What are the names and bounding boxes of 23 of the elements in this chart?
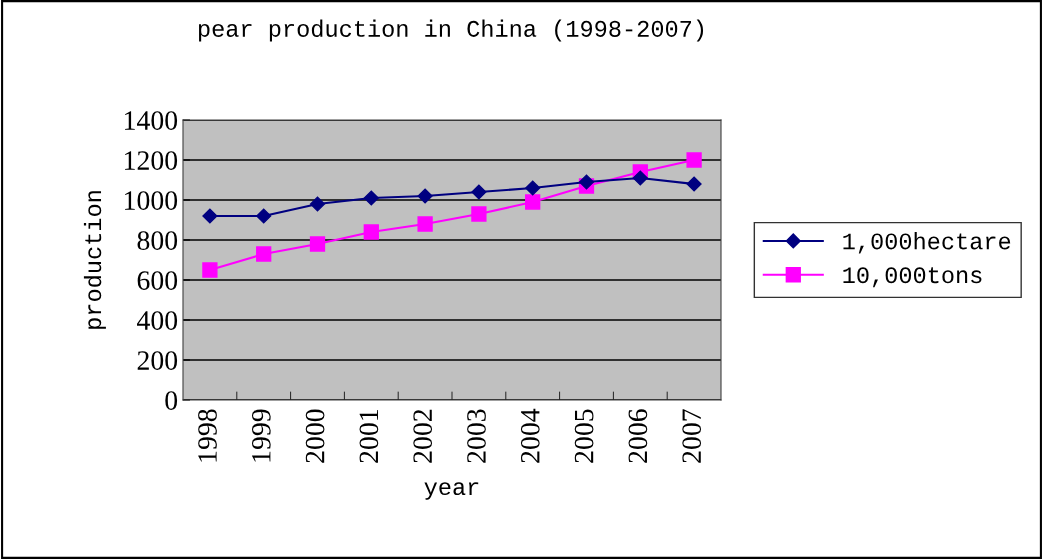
x-tick-label: 2003: [467, 409, 486, 463]
legend-label: 1,000hectare: [843, 232, 1011, 254]
y-tick-label: 600: [137, 271, 178, 290]
y-axis-title: production: [83, 191, 106, 329]
y-tick-label: 1200: [125, 151, 178, 170]
y-tick-label: 1400: [125, 111, 178, 130]
y-tick-label: 400: [137, 311, 178, 330]
x-tick-label: 2007: [682, 409, 702, 463]
x-tick-label: 1999: [251, 409, 271, 462]
y-tick-label: 0: [165, 391, 178, 410]
y-tick-label: 200: [137, 351, 178, 370]
x-tick-label: 2004: [520, 408, 540, 463]
y-tick-label: 1000: [125, 191, 178, 210]
x-axis-title: year: [424, 482, 479, 500]
chart-title: pear production in China (1998-2007): [199, 19, 704, 42]
x-tick-label: 2006: [628, 409, 648, 463]
x-tick-label: 2002: [413, 409, 433, 463]
x-tick-label: 2001: [359, 410, 379, 463]
x-tick-label: 2005: [574, 409, 594, 463]
x-tick-label: 2000: [305, 409, 325, 463]
x-tick-label: 1998: [198, 409, 217, 462]
y-tick-label: 800: [137, 231, 178, 250]
legend-label: 10,000tons: [843, 267, 982, 288]
